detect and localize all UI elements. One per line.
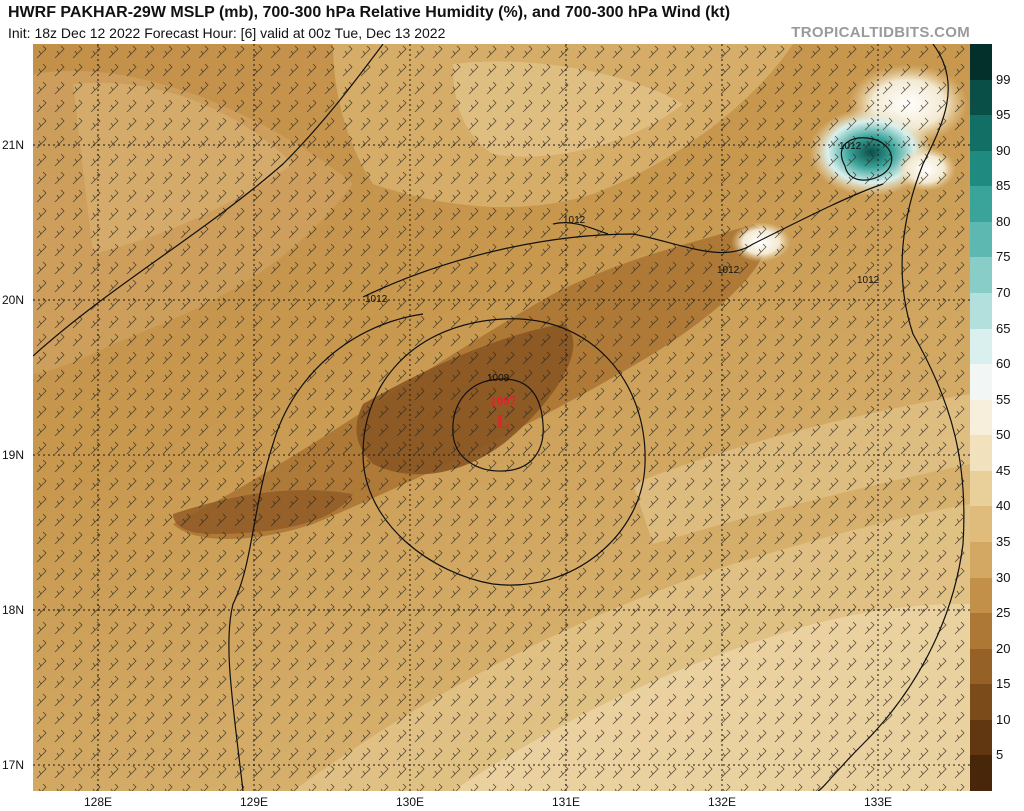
colorbar-tick-label: 45 [996,462,1011,478]
colorbar-tick-label: 90 [996,142,1011,158]
lon-label-131e: 131E [552,795,581,809]
humidity-map: 1008 1012 1012 1012 1012 1012 1007 L [33,44,970,791]
colorbar-tick-label: 30 [996,569,1011,585]
colorbar-tick-label: 35 [996,534,1011,549]
isobar-1012-west-south [228,313,424,791]
isobar-1012-east [817,44,965,791]
colorbar-tick-label: 40 [996,498,1011,514]
low-pressure-value: 1007 [490,393,517,408]
colorbar-tick-label: 55 [996,391,1011,407]
colorbar-segment [970,364,992,401]
colorbar-segment [970,435,992,472]
lat-label-21n: 21N [2,138,25,152]
map-title: HWRF PAKHAR-29W MSLP (mb), 700-300 hPa R… [8,4,731,21]
brand-watermark[interactable]: TROPICALTIDBITS.COM [791,24,970,41]
colorbar-segment [970,613,992,650]
wind-barbs [33,44,970,791]
map-subtitle: Init: 18z Dec 12 2022 Forecast Hour: [6]… [8,25,446,41]
isobar-1007 [452,378,544,472]
colorbar-tick-label: 5 [996,747,1004,763]
colorbar-segment [970,648,992,685]
isobar-label-1012-e: 1012 [839,141,862,152]
isobar-label-1012-d: 1012 [857,275,880,286]
isobar-1008 [362,318,646,586]
lon-label-132e: 132E [708,795,737,809]
map-canvas[interactable]: 1008 1012 1012 1012 1012 1012 1007 L [33,44,970,791]
lat-label-20n: 20N [2,293,25,307]
isobar-label-1012-c: 1012 [717,265,740,276]
lon-label-129e: 129E [240,795,269,809]
colorbar-tick-label: 75 [996,249,1011,265]
colorbar-segment [970,115,992,152]
colorbar-segment [970,577,992,614]
colorbar-tick-label: 65 [996,320,1011,336]
colorbar-tick-label: 10 [996,711,1011,727]
isobar-label-1012-b: 1012 [563,215,586,226]
colorbar-segment [970,293,992,330]
lat-label-19n: 19N [2,448,25,462]
colorbar-tick-label: 60 [996,356,1011,372]
graticule [33,44,970,791]
humidity-colorbar [970,44,992,792]
colorbar-tick-label: 70 [996,285,1011,300]
lon-label-133e: 133E [864,795,893,809]
colorbar-tick-label: 99 [996,71,1011,87]
lat-label-17n: 17N [2,758,25,772]
colorbar-segment [970,79,992,116]
colorbar-segment [970,542,992,579]
colorbar-tick-label: 95 [996,107,1011,123]
colorbar-segment [970,719,992,756]
isobar-1012-west [33,44,384,357]
colorbar-segment [970,506,992,543]
isobar-fragment [552,222,609,235]
colorbar-segment [970,257,992,294]
colorbar-tick-label: 50 [996,427,1011,443]
colorbar-tick-label: 15 [996,676,1011,692]
colorbar-tick-label: 85 [996,178,1011,194]
colorbar-tick-label: 25 [996,605,1011,621]
isobar-label-1008: 1008 [487,373,510,384]
lon-label-130e: 130E [396,795,425,809]
colorbar-segment [970,399,992,436]
lat-label-18n: 18N [2,603,25,617]
colorbar-segment [970,186,992,223]
colorbar-segment [970,328,992,365]
low-center-symbol: L [496,411,509,433]
colorbar-segment [970,470,992,507]
isobar-label-1012-a: 1012 [365,294,388,305]
lon-label-128e: 128E [84,795,113,809]
colorbar-tick-label: 80 [996,213,1011,229]
colorbar-segment [970,44,992,81]
colorbar-segment [970,755,992,792]
isobar-1012-north [362,183,884,298]
colorbar-tick-label: 20 [996,640,1011,656]
colorbar-segment [970,221,992,258]
colorbar-segment [970,684,992,721]
isobars [33,44,965,791]
colorbar-segment [970,150,992,187]
isobar-1012-ne [840,137,893,181]
